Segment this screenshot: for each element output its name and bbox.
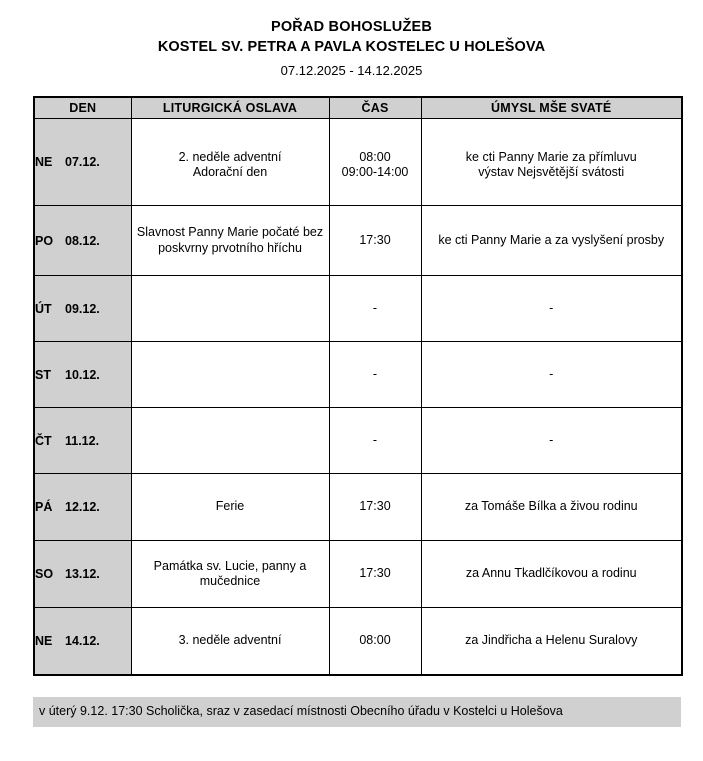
- column-header-celebration: LITURGICKÁ OSLAVA: [130, 96, 330, 119]
- time-line-1: 08:00: [359, 149, 391, 164]
- day-abbr: PO: [35, 233, 54, 248]
- intention-line-2: výstav Nejsvětější svátosti: [478, 165, 625, 179]
- table-row: NE 14.12. 3. neděle adventní 08:00 za Jin…: [33, 607, 683, 675]
- parish-subtitle: KOSTEL SV. PETRA A PAVLA KOSTELEC U HOLE…: [157, 39, 546, 55]
- day-abbr: ÚT: [35, 301, 52, 316]
- row-intention-cell: -: [420, 407, 683, 474]
- row-intention-cell: -: [420, 275, 683, 342]
- column-header-time: ČAS: [328, 96, 422, 119]
- row-time-cell: 17:30: [328, 205, 422, 276]
- footnote-banner: v úterý 9.12. 17:30 Scholička, sraz v za…: [33, 697, 681, 727]
- row-day-cell: ÚT 09.12.: [33, 275, 132, 342]
- row-celebration-cell: [130, 407, 330, 474]
- row-celebration-cell: 2. neděle adventní Adorační den: [130, 118, 330, 206]
- row-intention-cell: za Tomáše Bílka a živou rodinu: [420, 473, 683, 541]
- row-day-cell: SO 13.12.: [33, 540, 132, 608]
- document-header: POŘAD BOHOSLUŽEB KOSTEL SV. PETRA A PAVL…: [0, 0, 703, 82]
- row-intention-cell: -: [420, 341, 683, 408]
- row-celebration-cell: Ferie: [130, 473, 330, 541]
- schedule-table: DEN LITURGICKÁ OSLAVA ČAS ÚMYSL MŠE SVAT…: [33, 96, 683, 676]
- row-time-cell: 08:00 09:00-14:00: [328, 118, 422, 206]
- row-time-cell: 08:00: [328, 607, 422, 675]
- table-row: ČT 11.12. - -: [33, 407, 683, 474]
- row-day-cell: ČT 11.12.: [33, 407, 132, 474]
- row-intention-cell: za Jindřicha a Helenu Suralovy: [420, 607, 683, 675]
- row-day-cell: PO 08.12.: [33, 205, 132, 276]
- row-celebration-cell: 3. neděle adventní: [130, 607, 330, 675]
- day-date: 12.12.: [65, 500, 100, 514]
- day-date: 07.12.: [65, 155, 100, 169]
- day-date: 14.12.: [65, 633, 100, 648]
- row-celebration-cell: Památka sv. Lucie, panny a mučednice: [130, 540, 330, 608]
- day-date: 11.12.: [65, 433, 100, 448]
- date-range: 07.12.2025 - 14.12.2025: [280, 63, 423, 78]
- celebration-line-2: Adorační den: [192, 165, 268, 179]
- day-abbr: ČT: [35, 433, 52, 448]
- row-intention-cell: ke cti Panny Marie a za vyslyšení prosby: [420, 205, 683, 276]
- intention-line-1: ke cti Panny Marie za přímluvu: [465, 149, 637, 164]
- row-intention-cell: za Annu Tkadlčíkovou a rodinu: [420, 540, 683, 608]
- row-time-cell: 17:30: [328, 473, 422, 541]
- day-abbr: NE: [35, 155, 53, 169]
- row-intention-cell: ke cti Panny Marie za přímluvu výstav Ne…: [420, 118, 683, 206]
- row-celebration-cell: Slavnost Panny Marie počaté bez poskvrny…: [130, 205, 330, 276]
- row-time-cell: 17:30: [328, 540, 422, 608]
- day-date: 08.12.: [65, 233, 100, 248]
- day-date: 13.12.: [65, 567, 100, 581]
- day-abbr: PÁ: [35, 500, 53, 514]
- schedule-table-wrapper: DEN LITURGICKÁ OSLAVA ČAS ÚMYSL MŠE SVAT…: [33, 96, 683, 676]
- day-date: 10.12.: [65, 367, 100, 382]
- time-line-2: 09:00-14:00: [341, 165, 409, 179]
- table-row: PO 08.12. Slavnost Panny Marie počaté bez…: [33, 205, 683, 276]
- row-day-cell: ST 10.12.: [33, 341, 132, 408]
- row-day-cell: NE 14.12.: [33, 607, 132, 675]
- row-celebration-cell: [130, 275, 330, 342]
- row-day-cell: PÁ 12.12.: [33, 473, 132, 541]
- table-header-row: DEN LITURGICKÁ OSLAVA ČAS ÚMYSL MŠE SVAT…: [33, 96, 683, 119]
- row-celebration-cell: [130, 341, 330, 408]
- table-row: PÁ 12.12. Ferie 17:30 za Tomáše Bílka a ž…: [33, 473, 683, 541]
- day-abbr: SO: [35, 567, 54, 581]
- day-abbr: ST: [35, 367, 51, 382]
- row-day-cell: NE 07.12.: [33, 118, 132, 206]
- row-time-cell: -: [328, 407, 422, 474]
- celebration-line-1: 2. neděle adventní: [178, 149, 282, 164]
- table-row: SO 13.12. Památka sv. Lucie, panny a muče…: [33, 540, 683, 608]
- column-header-day: DEN: [33, 96, 132, 119]
- row-time-cell: -: [328, 341, 422, 408]
- page-title: POŘAD BOHOSLUŽEB: [270, 19, 433, 35]
- table-row: ST 10.12. - -: [33, 341, 683, 408]
- day-abbr: NE: [35, 633, 53, 648]
- table-row: ÚT 09.12. - -: [33, 275, 683, 342]
- day-date: 09.12.: [65, 301, 100, 316]
- row-time-cell: -: [328, 275, 422, 342]
- table-row: NE 07.12. 2. neděle adventní Adorační den…: [33, 118, 683, 206]
- column-header-intention: ÚMYSL MŠE SVATÉ: [420, 96, 683, 119]
